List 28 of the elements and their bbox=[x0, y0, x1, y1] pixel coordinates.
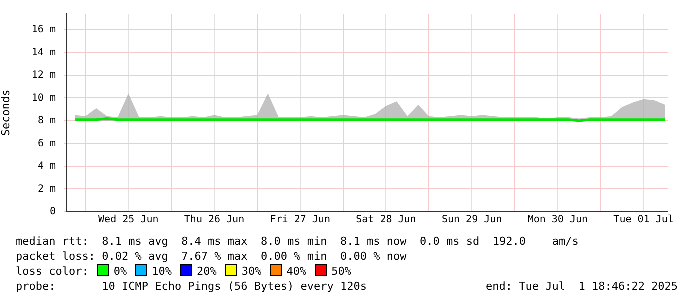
y-tick-label: 2 m bbox=[38, 184, 56, 195]
text: packet loss: 0.02 % avg 7.67 % max 0.00 % min 0.00 % now bbox=[16, 250, 407, 263]
y-tick-label: 6 m bbox=[38, 138, 56, 150]
y-tick-label: 4 m bbox=[38, 161, 56, 172]
text: 10% bbox=[152, 265, 172, 278]
text: 50% bbox=[332, 265, 352, 278]
x-tick-label: Mon 30 Jun bbox=[528, 214, 588, 226]
x-tick-label: Wed 25 Jun bbox=[98, 214, 159, 226]
y-axis-title: Seconds bbox=[0, 90, 12, 136]
text: end: Tue Jul 1 18:46:22 2025 bbox=[486, 280, 678, 293]
text: 40% bbox=[286, 265, 307, 278]
text: 0% bbox=[114, 265, 128, 278]
y-tick-label: 16 m bbox=[32, 24, 56, 36]
y-tick-label: 14 m bbox=[32, 47, 56, 58]
x-tick-label: Tue 01 Jul bbox=[614, 214, 674, 226]
y-tick-label: 8 m bbox=[38, 116, 56, 127]
text: 30% bbox=[242, 265, 262, 278]
text: 20% bbox=[196, 265, 217, 278]
x-tick-label: Thu 26 Jun bbox=[184, 214, 245, 226]
text: probe: 10 ICMP Echo Pings (56 Bytes) every 120s bbox=[16, 280, 367, 293]
text: loss color: bbox=[16, 265, 89, 278]
x-tick-label: Sun 29 Jun bbox=[442, 214, 502, 226]
x-tick-label: Sat 28 Jun bbox=[356, 214, 416, 226]
text: median rtt: 8.1 ms avg 8.4 ms max 8.0 ms min 8.1 ms now 0.0 ms sd 192.0 am/s bbox=[16, 235, 579, 248]
y-tick-label: 12 m bbox=[32, 70, 56, 82]
y-tick-label: 10 m bbox=[32, 92, 56, 104]
x-tick-label: Fri 27 Jun bbox=[270, 214, 330, 226]
y-tick-label: 0 bbox=[50, 206, 56, 218]
